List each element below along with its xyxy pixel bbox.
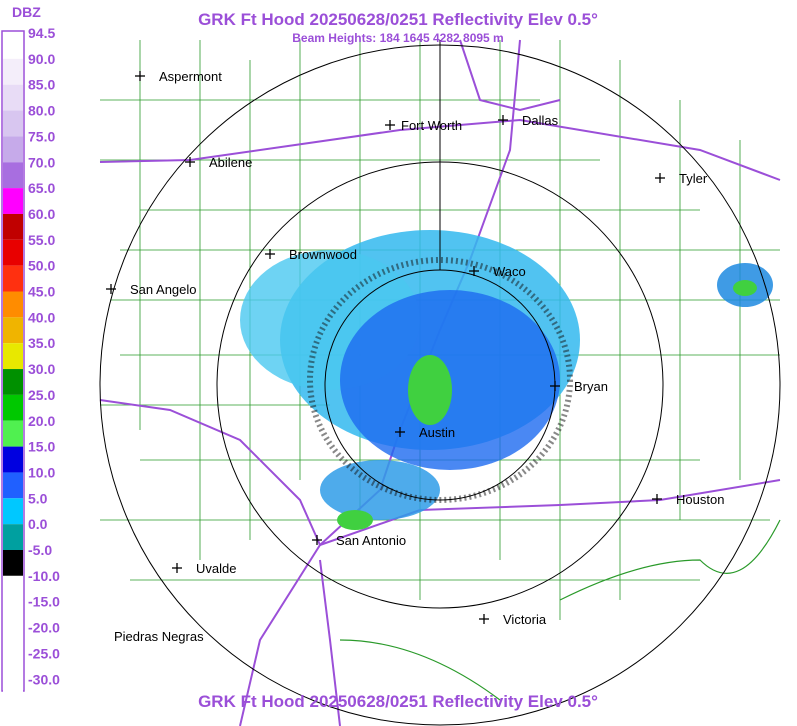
colorbar-label: 55.0 (28, 232, 55, 248)
city-label: Aspermont (159, 69, 222, 84)
title: GRK Ft Hood 20250628/0251 Reflectivity E… (198, 10, 598, 29)
colorbar-label: 15.0 (28, 439, 55, 455)
colorbar-label: 40.0 (28, 309, 55, 325)
colorbar-label: 75.0 (28, 128, 55, 144)
colorbar-label: 5.0 (28, 490, 48, 506)
colorbar-band (3, 317, 23, 344)
colorbar-band (3, 58, 23, 85)
colorbar-band (3, 213, 23, 240)
colorbar-band (3, 291, 23, 318)
colorbar-label: 60.0 (28, 206, 55, 222)
colorbar-band (3, 446, 23, 473)
colorbar-label: 94.5 (28, 25, 55, 41)
colorbar-band (3, 110, 23, 137)
colorbar-label: 35.0 (28, 335, 55, 351)
colorbar-band (3, 343, 23, 370)
radar-echoes (240, 230, 773, 530)
colorbar-label: 10.0 (28, 464, 55, 480)
colorbar-band (3, 524, 23, 550)
city-label: San Angelo (130, 282, 197, 297)
colorbar-label: 90.0 (28, 51, 55, 67)
range-rings (99, 40, 781, 726)
colorbar-label: 70.0 (28, 154, 55, 170)
colorbar-label: -10.0 (28, 568, 60, 584)
colorbar-band (3, 162, 23, 189)
colorbar-label: 30.0 (28, 361, 55, 377)
footer-title: GRK Ft Hood 20250628/0251 Reflectivity E… (198, 692, 598, 711)
colorbar-band (3, 84, 23, 111)
colorbar-band (3, 239, 23, 266)
colorbar-label: 25.0 (28, 387, 55, 403)
colorbar-band (3, 498, 23, 525)
subtitle: Beam Heights: 184 1645 4282 8095 m (292, 31, 503, 45)
city-label: Austin (419, 425, 455, 440)
colorbar-band (3, 420, 23, 447)
colorbar-band (3, 369, 23, 395)
colorbar-label: -15.0 (28, 594, 60, 610)
colorbar-label: -30.0 (28, 671, 60, 687)
colorbar-band (3, 575, 23, 602)
legend-unit: DBZ (12, 4, 41, 20)
colorbar-band (3, 136, 23, 163)
colorbar-band (3, 550, 23, 576)
colorbar-label: 45.0 (28, 284, 55, 300)
city-label: Bryan (574, 379, 608, 394)
city-label: Tyler (679, 171, 708, 186)
colorbar-band (3, 394, 23, 421)
city-label: Fort Worth (401, 118, 462, 133)
colorbar-label: -5.0 (28, 542, 52, 558)
colorbar-band (3, 33, 23, 59)
colorbar-label: 20.0 (28, 413, 55, 429)
city-label: San Antonio (336, 533, 406, 548)
colorbar-band (3, 472, 23, 499)
colorbar-band (3, 188, 23, 214)
colorbar-label: 65.0 (28, 180, 55, 196)
colorbar-label: -25.0 (28, 645, 60, 661)
colorbar-band (3, 679, 23, 706)
city-label: Waco (493, 264, 526, 279)
colorbar-band (3, 653, 23, 680)
city-label: Brownwood (289, 247, 357, 262)
colorbar-band (3, 265, 23, 292)
colorbar-label: 0.0 (28, 516, 48, 532)
city-label: Houston (676, 492, 724, 507)
colorbar-label: 85.0 (28, 77, 55, 93)
city-label: Piedras Negras (114, 629, 204, 644)
colorbar-label: 50.0 (28, 258, 55, 274)
colorbar-band (3, 627, 23, 654)
city-label: Dallas (522, 113, 559, 128)
city-label: Victoria (503, 612, 547, 627)
city-label: Uvalde (196, 561, 236, 576)
cities: Aspermont Fort Worth Dallas Abilene Tyler Bro… (106, 69, 724, 644)
city-label: Abilene (209, 155, 252, 170)
colorbar-label: 80.0 (28, 103, 55, 119)
colorbar-band (3, 601, 23, 628)
colorbar: 94.5 90.0 85.0 80.0 75.0 70.0 65.0 60.0 55.0 50.0… (3, 25, 60, 706)
colorbar-label: -20.0 (28, 620, 60, 636)
